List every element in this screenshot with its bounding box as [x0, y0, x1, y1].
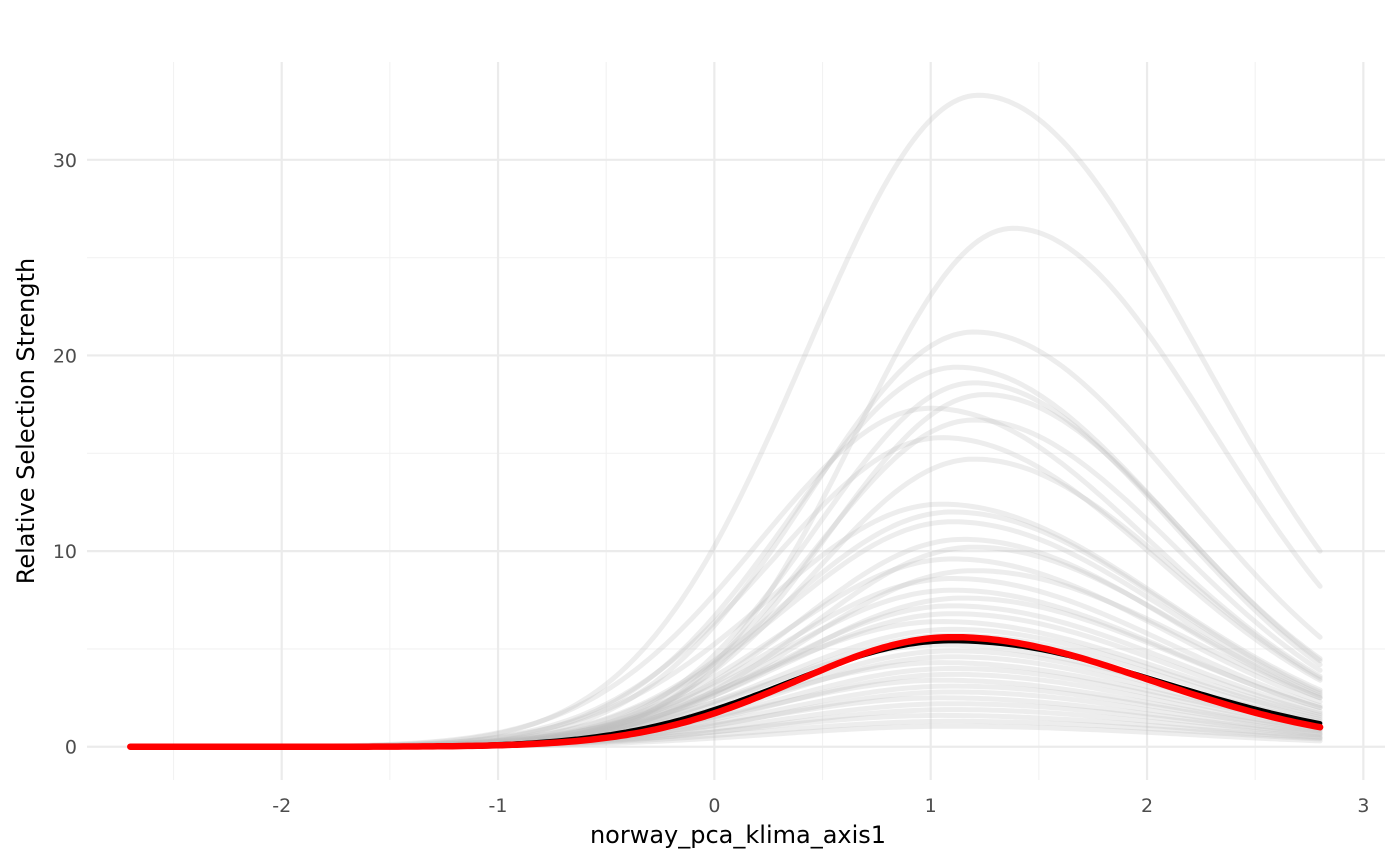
y-axis-tick-labels: 0 10 20 30 [53, 150, 77, 759]
x-tick-label: 0 [708, 795, 720, 817]
y-axis-title: Relative Selection Strength [12, 258, 40, 584]
x-axis-tick-labels: -2 -1 0 1 2 3 [272, 795, 1369, 817]
highlight-series-line [127, 633, 1324, 750]
x-axis-title: norway_pca_klima_axis1 [590, 821, 886, 849]
x-tick-label: 2 [1141, 795, 1153, 817]
y-tick-label: 20 [53, 345, 77, 367]
y-tick-label: 0 [65, 737, 77, 759]
y-tick-label: 10 [53, 541, 77, 563]
y-tick-label: 30 [53, 150, 77, 172]
x-tick-label: -1 [489, 795, 508, 817]
x-tick-label: 3 [1357, 795, 1369, 817]
major-gridlines [87, 62, 1385, 780]
minor-gridlines [87, 62, 1385, 780]
x-tick-label: -2 [272, 795, 291, 817]
main-series-group [127, 633, 1324, 750]
x-tick-label: 1 [925, 795, 937, 817]
